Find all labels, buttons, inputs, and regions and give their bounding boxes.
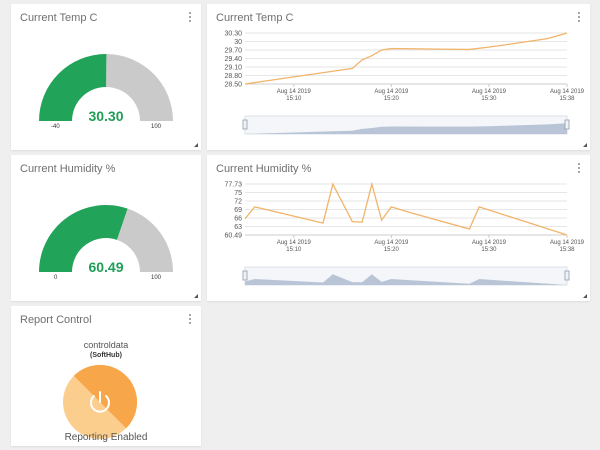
x-tick-date: Aug 14 2019	[277, 240, 312, 246]
humidity-chart-card: Current Humidity % 77.73 75 72 69 66 63 60.49 A…	[207, 155, 590, 301]
humidity-gauge	[39, 205, 173, 272]
y-tick-label: 30.30	[224, 31, 242, 38]
gauge-empty-arc	[106, 54, 173, 121]
gauge-fill-arc	[39, 205, 128, 272]
gauge-value: 30.30	[88, 108, 124, 124]
y-tick-label: 69	[234, 207, 242, 214]
card-title: Report Control	[20, 314, 92, 326]
y-tick-label: 29.10	[224, 65, 242, 72]
navigator-series	[245, 123, 567, 134]
series-line	[244, 32, 568, 85]
navigator-handle[interactable]	[564, 270, 570, 281]
gauge-fill-arc	[39, 53, 107, 121]
x-tick-date: Aug 14 2019	[277, 89, 312, 95]
series-line	[244, 181, 568, 236]
y-tick-label: 29.70	[224, 48, 242, 55]
x-tick-time: 15:10	[286, 96, 302, 102]
report-status: Reporting Enabled	[64, 432, 148, 443]
navigator-handle[interactable]	[242, 119, 248, 130]
control-source: (SoftHub)	[90, 352, 122, 359]
gauge-min-label: -40	[51, 124, 60, 130]
resize-handle[interactable]	[583, 294, 587, 298]
y-tick-label: 28.80	[224, 73, 242, 80]
card-title: Current Temp C	[216, 12, 294, 24]
control-name: controldata	[83, 340, 129, 350]
report-control-card: Report Control controldata (SoftHub) Rep…	[11, 306, 201, 446]
x-tick-time: 15:38	[559, 247, 575, 253]
power-toggle-button[interactable]	[63, 365, 137, 439]
gauge-value: 60.49	[88, 259, 124, 275]
x-tick-time: 15:20	[384, 96, 400, 102]
resize-handle[interactable]	[194, 294, 198, 298]
y-tick-label: 30	[234, 39, 242, 46]
x-tick-time: 15:30	[481, 96, 497, 102]
navigator-handle[interactable]	[242, 270, 248, 281]
menu-icon[interactable]	[188, 12, 192, 24]
temp-gauge	[39, 53, 173, 121]
x-tick-time: 15:20	[384, 247, 400, 253]
y-tick-label: 63	[234, 224, 242, 231]
x-tick-date: Aug 14 2019	[550, 240, 585, 246]
card-title: Current Temp C	[20, 12, 98, 24]
x-tick-date: Aug 14 2019	[374, 240, 409, 246]
y-tick-label: 75	[234, 190, 242, 197]
x-tick-date: Aug 14 2019	[374, 89, 409, 95]
resize-handle[interactable]	[194, 143, 198, 147]
y-tick-label: 77.73	[224, 182, 242, 189]
gauge-max-label: 100	[151, 275, 162, 281]
humidity-gauge-card: Current Humidity % 60.49 0 100	[11, 155, 201, 301]
navigator-series	[245, 274, 567, 285]
y-tick-label: 66	[234, 216, 242, 223]
gauge-max-label: 100	[151, 124, 162, 130]
temp-chart-card: Current Temp C 30.30 30 29.70 29.40 29.10 28.…	[207, 4, 590, 150]
y-tick-label: 28.50	[224, 82, 242, 89]
x-tick-time: 15:10	[286, 247, 302, 253]
navigator-handle[interactable]	[564, 119, 570, 130]
temp-gauge-card: Current Temp C 30.30 -40 100	[11, 4, 201, 150]
menu-icon[interactable]	[577, 163, 581, 175]
x-tick-date: Aug 14 2019	[472, 89, 507, 95]
power-icon	[90, 391, 110, 413]
x-tick-time: 15:30	[481, 247, 497, 253]
gauge-empty-arc	[117, 208, 173, 272]
y-tick-label: 60.49	[224, 233, 242, 240]
x-tick-time: 15:38	[559, 96, 575, 102]
y-tick-label: 29.40	[224, 56, 242, 63]
x-tick-date: Aug 14 2019	[472, 240, 507, 246]
card-title: Current Humidity %	[216, 163, 312, 175]
menu-icon[interactable]	[577, 12, 581, 24]
y-tick-label: 72	[234, 199, 242, 206]
card-title: Current Humidity %	[20, 163, 116, 175]
gauge-min-label: 0	[54, 275, 58, 281]
menu-icon[interactable]	[188, 314, 192, 326]
x-tick-date: Aug 14 2019	[550, 89, 585, 95]
resize-handle[interactable]	[583, 143, 587, 147]
